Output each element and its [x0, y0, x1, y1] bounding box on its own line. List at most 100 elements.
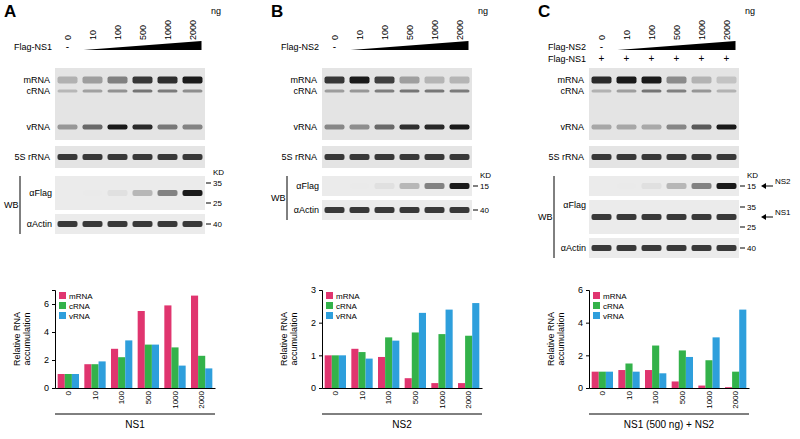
- blot-band: [450, 125, 470, 130]
- figure: A01010050010002000ngFlag-NS1-mRNAcRNAvRN…: [0, 0, 800, 439]
- x-axis-title: NS1: [125, 419, 145, 430]
- treatment-sign: +: [699, 53, 705, 64]
- treatment-sign: -: [66, 41, 69, 52]
- axis-line: [323, 388, 483, 389]
- marker-label: 35: [747, 203, 756, 212]
- x-axis-title: NS1 (500 ng) + NS2: [624, 419, 715, 430]
- y-axis: 0246: [44, 291, 56, 394]
- northern-blot: [589, 68, 739, 140]
- tick-label: 0: [64, 390, 73, 395]
- tick-label: 6: [44, 299, 49, 309]
- western-blot: [589, 238, 739, 258]
- western-band: [183, 221, 203, 227]
- marker-unit: KD: [213, 168, 224, 177]
- treatment-sign: +: [674, 53, 680, 64]
- bar: [659, 373, 666, 388]
- legend-swatch: [593, 292, 600, 299]
- western-band: [717, 214, 737, 220]
- blot-band: [425, 77, 445, 84]
- tick: 100: [651, 388, 660, 404]
- blot-band: [642, 125, 662, 130]
- western-band: [325, 207, 345, 213]
- bars: [325, 303, 480, 388]
- panel: A01010050010002000ngFlag-NS1-mRNAcRNAvRN…: [4, 2, 224, 430]
- wb-label: WB: [538, 212, 553, 222]
- legend: mRNAcRNAvRNA: [593, 292, 627, 321]
- tick-label: 10: [91, 390, 100, 399]
- marker-label: 25: [747, 223, 756, 232]
- bar: [171, 347, 178, 388]
- bar: [378, 357, 385, 388]
- probe-label: αFlag: [296, 181, 319, 191]
- marker-tick: [740, 227, 745, 228]
- wb-bracket: [554, 176, 555, 258]
- treatment-sign: +: [624, 53, 630, 64]
- loading-label: 5S rRNA: [281, 152, 317, 162]
- western-band: [692, 245, 712, 251]
- blot-band: [425, 90, 445, 93]
- lane-label: 2000: [455, 20, 465, 40]
- blot-band: [158, 77, 178, 84]
- bar: [138, 311, 145, 388]
- probe-label: αFlag: [563, 200, 586, 210]
- tick: 0: [44, 383, 55, 393]
- blot-band: [592, 90, 612, 93]
- blot-band: [83, 125, 103, 130]
- western-band: [425, 183, 445, 189]
- tick: 2: [578, 351, 589, 361]
- western-band: [450, 207, 470, 213]
- bar: [405, 378, 412, 388]
- panel-letter: B: [271, 2, 283, 21]
- bar: [164, 305, 171, 388]
- tick-label: 2000: [464, 390, 473, 408]
- blot-band: [375, 125, 395, 130]
- lane-label: 0: [330, 35, 340, 40]
- blot-band: [83, 77, 103, 84]
- lane-label: 2000: [722, 20, 732, 40]
- band-label: cRNA: [560, 86, 584, 96]
- blot-band: [717, 90, 737, 93]
- tick: 100: [117, 388, 126, 404]
- probe-label: αActin: [294, 205, 319, 215]
- bar: [739, 310, 746, 388]
- tick: 500: [678, 388, 687, 404]
- treatment-sign: +: [724, 53, 730, 64]
- bar-group: [325, 303, 480, 388]
- loading-blot: [589, 146, 739, 168]
- loading-band: [83, 154, 103, 160]
- tick-label: 0: [331, 390, 340, 395]
- blot-band: [717, 125, 737, 130]
- lane-label: 0: [597, 35, 607, 40]
- tick-mark: [319, 323, 322, 324]
- wb-bracket: [287, 176, 288, 220]
- loading-band: [592, 154, 612, 160]
- marker-label: 35: [213, 179, 222, 188]
- western-band: [717, 245, 737, 251]
- marker-tick: [473, 210, 478, 211]
- probe-label: αActin: [27, 219, 52, 229]
- blot-band: [183, 90, 203, 93]
- marker-label: 15: [480, 182, 489, 191]
- western-blot: [55, 214, 205, 234]
- axis-line: [319, 291, 323, 389]
- tick: 1000: [438, 388, 447, 409]
- bar: [198, 356, 205, 388]
- bars: [58, 296, 213, 388]
- band-label: cRNA: [26, 86, 50, 96]
- bar: [705, 360, 712, 388]
- panel: C01010050010002000ngFlag-NS2-Flag-NS1+++…: [538, 2, 791, 430]
- axis-line: [586, 291, 590, 389]
- wb-bracket: [20, 176, 21, 234]
- bar: [91, 364, 98, 388]
- tick-mark: [52, 332, 55, 333]
- blot-band: [58, 125, 78, 130]
- tick-label: 6: [578, 285, 583, 295]
- blot-band: [592, 77, 612, 84]
- tick-label: 0: [311, 383, 316, 393]
- lane-label: 1000: [697, 20, 707, 40]
- western-band: [108, 221, 128, 227]
- band-label: vRNA: [26, 122, 50, 132]
- tick-label: 1000: [438, 390, 447, 408]
- blot-band: [425, 125, 445, 130]
- loading-band: [325, 154, 345, 160]
